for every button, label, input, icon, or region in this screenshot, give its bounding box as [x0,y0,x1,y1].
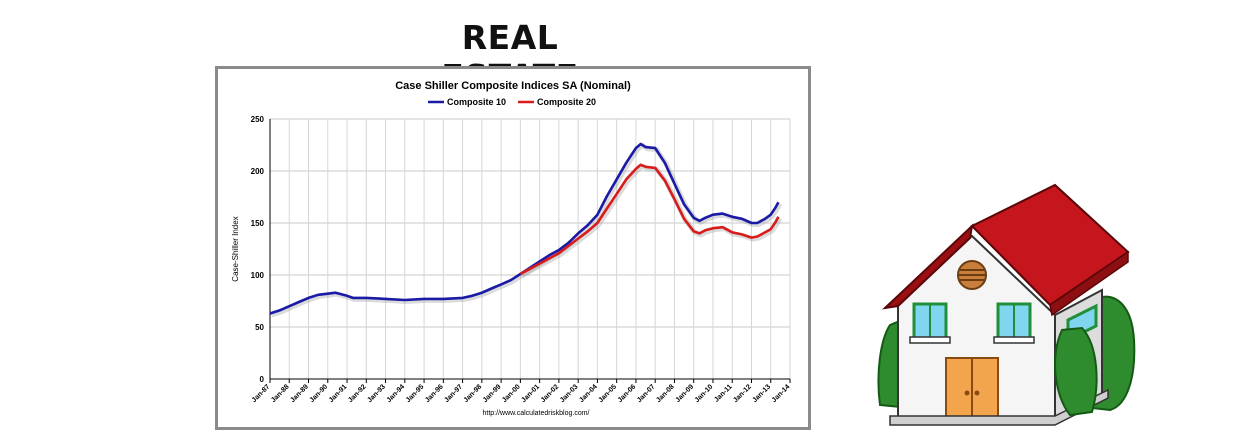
y-tick-label: 0 [260,375,265,384]
x-tick-label: Jan-01 [520,383,541,404]
y-tick-label: 100 [251,271,265,280]
right-tree-front [1054,326,1098,417]
x-tick-label: Jan-10 [694,383,715,404]
x-tick-label: Jan-07 [636,383,657,404]
chart-series [269,142,783,318]
x-tick-label: Jan-03 [559,383,580,404]
x-axis-ticks: Jan-87Jan-88Jan-89Jan-90Jan-91Jan-92Jan-… [251,383,792,404]
x-tick-label: Jan-98 [463,383,484,404]
chart-legend: Composite 10 Composite 20 [428,97,596,107]
x-tick-label: Jan-12 [732,383,753,404]
x-tick-label: Jan-08 [655,383,676,404]
chart-axes [269,119,791,383]
series-line-composite-10 [269,142,780,315]
house-roof [881,223,974,310]
x-tick-label: Jan-93 [366,383,387,404]
x-tick-label: Jan-90 [309,383,330,404]
chart-frame: Case Shiller Composite Indices SA (Nomin… [215,66,811,430]
y-tick-label: 200 [251,167,265,176]
x-tick-label: Jan-95 [405,383,426,404]
x-tick-label: Jan-94 [386,383,407,404]
x-tick-label: Jan-89 [289,383,310,404]
x-tick-label: Jan-05 [597,383,618,404]
x-tick-label: Jan-91 [328,383,349,404]
y-tick-label: 150 [251,219,265,228]
x-tick-label: Jan-96 [424,383,445,404]
x-tick-label: Jan-97 [443,383,464,404]
x-tick-label: Jan-09 [674,383,695,404]
y-axis-ticks: 0 50 100 150 200 250 [251,115,265,384]
y-axis-label: Case-Shiller Index [231,216,240,281]
x-tick-label: Jan-02 [540,383,561,404]
y-tick-label: 50 [255,323,264,332]
house-base [889,388,1109,426]
x-tick-label: Jan-13 [752,383,773,404]
x-tick-label: Jan-14 [771,383,792,404]
line-chart: Case Shiller Composite Indices SA (Nomin… [231,80,792,417]
x-tick-label: Jan-04 [578,383,599,404]
house-icon [877,183,1136,426]
chart-grid [269,118,791,380]
chart-source-note: http://www.calculatedriskblog.com/ [483,410,590,417]
series-line-composite-20 [519,163,780,276]
x-tick-label: Jan-11 [713,383,733,403]
front-door [945,357,999,419]
x-tick-label: Jan-00 [501,383,522,404]
chart-title: Case Shiller Composite Indices SA (Nomin… [395,80,631,92]
x-tick-label: Jan-06 [617,383,638,404]
x-tick-label: Jan-92 [347,383,368,404]
right-window [993,302,1035,344]
x-tick-label: Jan-99 [482,383,503,404]
legend-label: Composite 20 [537,97,596,107]
x-tick-label: Jan-88 [270,383,291,404]
x-tick-label: Jan-87 [251,383,272,404]
left-window [909,302,951,344]
legend-label: Composite 10 [447,97,506,107]
y-tick-label: 250 [251,115,265,124]
